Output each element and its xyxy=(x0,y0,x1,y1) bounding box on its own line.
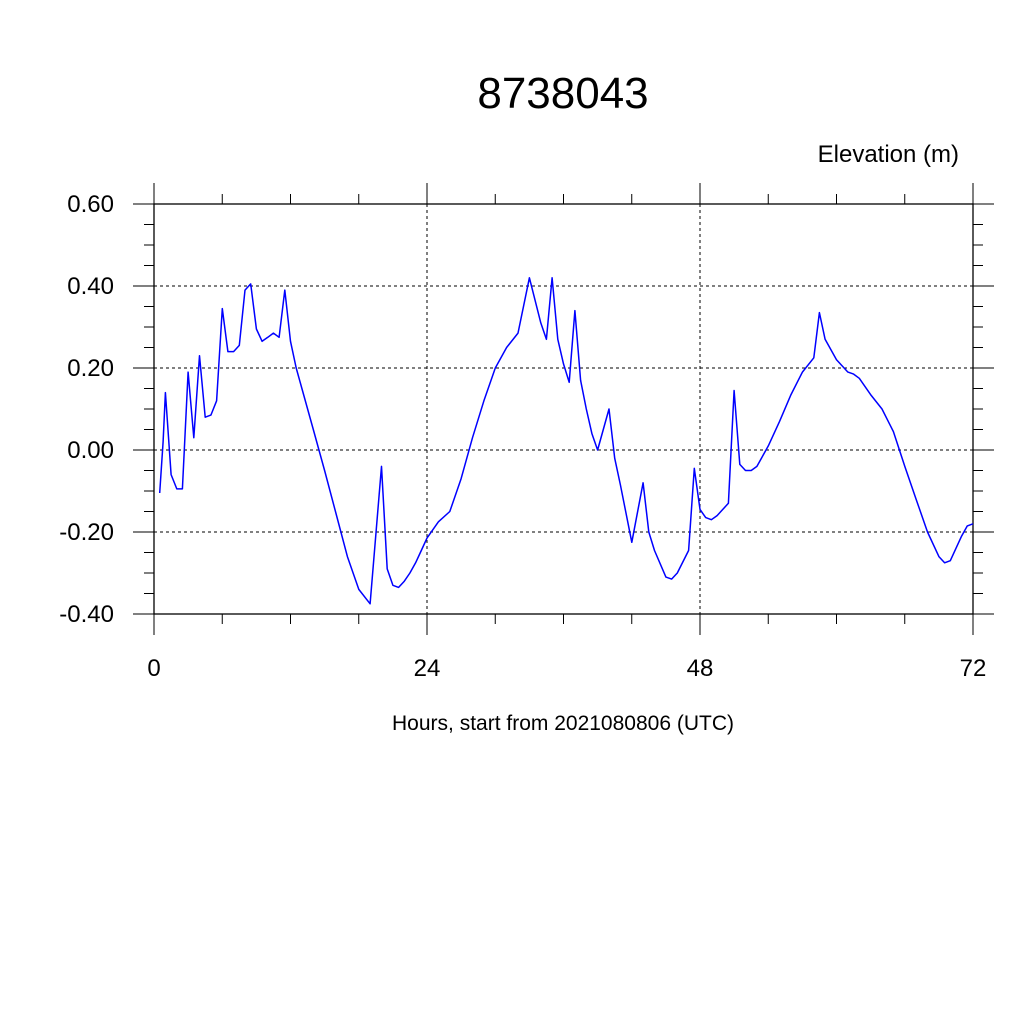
major-ticks xyxy=(133,183,994,635)
x-axis-label: Hours, start from 2021080806 (UTC) xyxy=(392,712,734,735)
x-tick-label: 24 xyxy=(414,655,441,682)
minor-ticks xyxy=(144,194,983,624)
grid-lines xyxy=(154,203,973,615)
series-layer xyxy=(158,277,974,605)
y-axis-label: Elevation (m) xyxy=(818,141,959,168)
y-tick-label: 0.40 xyxy=(67,273,114,300)
y-tick-label: 0.20 xyxy=(67,355,114,382)
x-tick-label: 48 xyxy=(687,655,714,682)
y-tick-label: -0.40 xyxy=(59,601,114,628)
y-tick-label: 0.60 xyxy=(67,191,114,218)
x-tick-label: 0 xyxy=(147,655,160,682)
x-tick-label: 72 xyxy=(960,655,987,682)
series-line xyxy=(158,277,974,605)
x-tick-labels: 0 24 48 72 xyxy=(147,655,986,682)
y-tick-labels: -0.40 -0.20 0.00 0.20 0.40 0.60 xyxy=(59,191,114,628)
y-tick-label: -0.20 xyxy=(59,519,114,546)
y-tick-label: 0.00 xyxy=(67,437,114,464)
chart-title: 8738043 xyxy=(477,69,648,118)
plot-frame xyxy=(153,203,974,615)
